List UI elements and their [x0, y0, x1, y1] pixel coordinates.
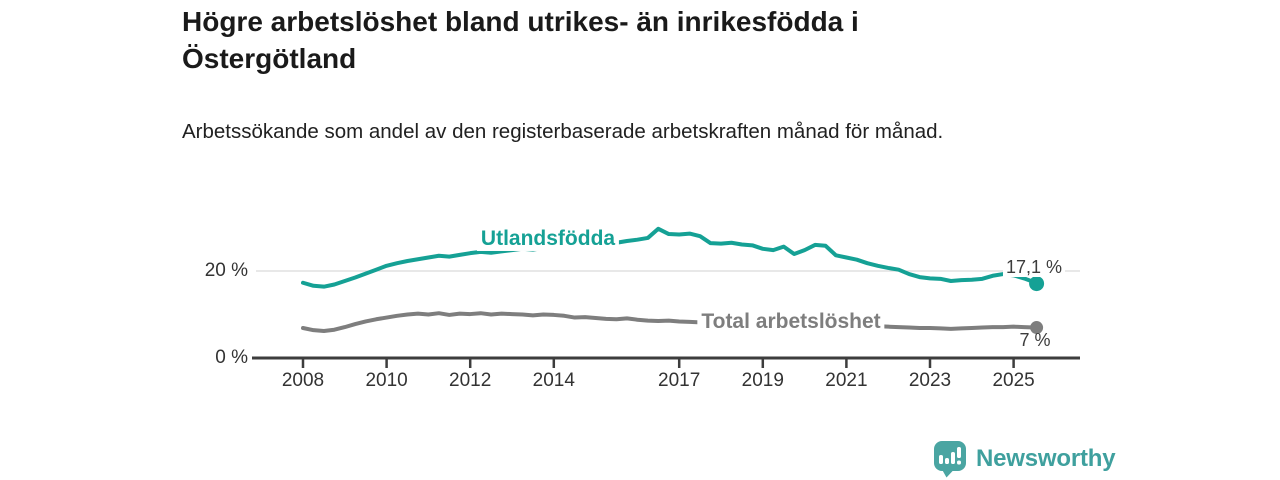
y-axis-label-20: 20 %	[204, 260, 248, 281]
series-end-dot-utlandsfodda	[1029, 276, 1045, 292]
x-axis-label-2017: 2017	[658, 370, 701, 391]
x-axis-label-2025: 2025	[992, 370, 1035, 391]
end-value-label-utlandsfodda: 17,1 %	[1002, 257, 1066, 277]
y-axis-label-0: 0 %	[215, 347, 248, 368]
newsworthy-logo: Newsworthy	[933, 440, 1116, 478]
end-value-label-total-arbetsloshet: 7 %	[1019, 330, 1051, 350]
series-end-dot-total-arbetsloshet	[1030, 321, 1044, 335]
chart-subtitle: Arbetssökande som andel av den registerb…	[182, 120, 944, 143]
x-axis-label-2012: 2012	[449, 370, 492, 391]
bar-chart-speech-bubble-icon	[934, 441, 966, 478]
x-axis-label-2010: 2010	[365, 370, 408, 391]
x-axis-label-2014: 2014	[532, 370, 575, 391]
x-axis-label-2019: 2019	[741, 370, 784, 391]
chart-title: Högre arbetslöshet bland utrikes- än inr…	[182, 6, 859, 74]
series-label-total-arbetsloshet: Total arbetslöshet	[697, 309, 885, 335]
series-line-utlandsfodda	[301, 226, 1039, 289]
x-axis-label-2008: 2008	[281, 370, 325, 391]
x-axis-label-2021: 2021	[825, 370, 868, 391]
brand-name: Newsworthy	[976, 445, 1116, 472]
series-label-utlandsfodda: Utlandsfödda	[476, 226, 620, 252]
x-axis-label-2023: 2023	[908, 370, 952, 391]
series-line-total-arbetsloshet	[301, 311, 1039, 334]
